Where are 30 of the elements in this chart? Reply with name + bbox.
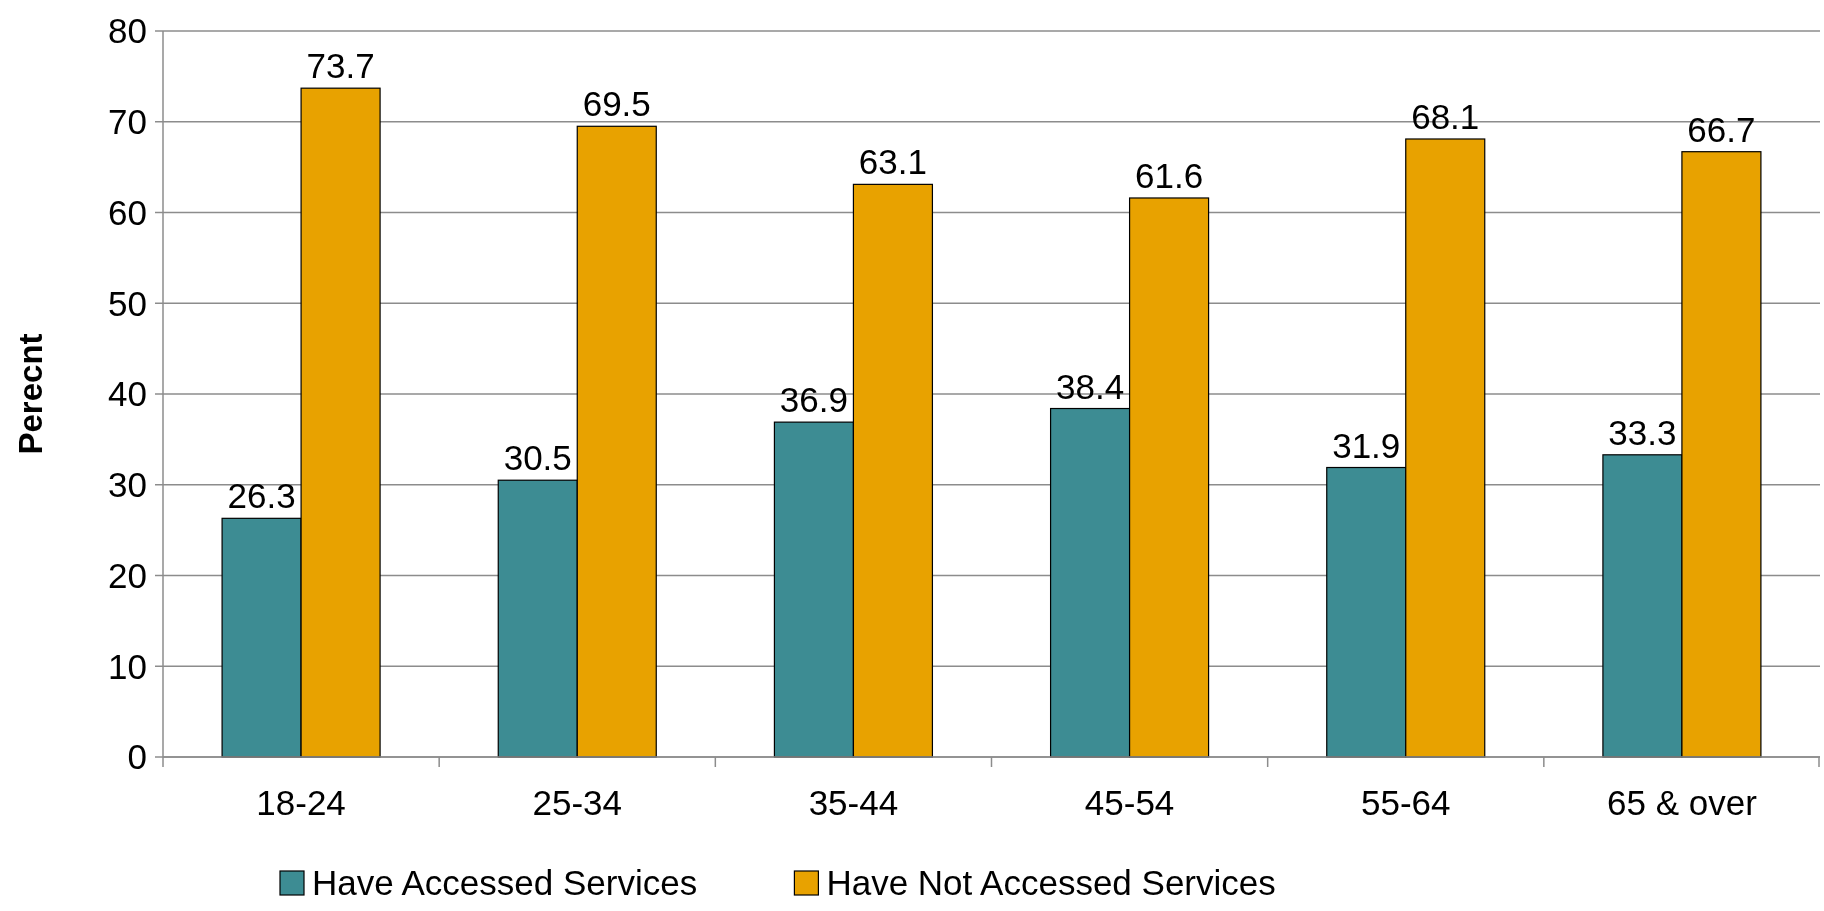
y-tick-label: 20 <box>108 555 147 595</box>
x-tick-label: 65 & over <box>1607 783 1758 822</box>
data-label: 63.1 <box>858 142 927 182</box>
data-label: 33.3 <box>1608 412 1677 452</box>
y-tick-label: 60 <box>108 192 147 232</box>
legend-label: Have Not Accessed Services <box>826 863 1276 902</box>
legend-label: Have Accessed Services <box>312 863 698 902</box>
y-tick-label: 10 <box>108 646 147 686</box>
y-tick-label: 40 <box>108 374 147 414</box>
y-tick-label: 50 <box>108 283 147 323</box>
data-label: 38.4 <box>1056 366 1125 406</box>
x-tick-label: 18-24 <box>256 783 346 822</box>
x-tick-label: 35-44 <box>808 783 899 822</box>
data-label: 31.9 <box>1332 425 1401 465</box>
data-label: 61.6 <box>1135 155 1204 195</box>
data-label: 66.7 <box>1687 109 1756 149</box>
x-tick-label: 45-54 <box>1084 783 1175 822</box>
x-tick-label: 25-34 <box>532 783 623 822</box>
y-tick-label: 30 <box>108 465 147 504</box>
data-label: 69.5 <box>582 84 651 124</box>
y-tick-label: 70 <box>108 102 147 141</box>
data-label: 68.1 <box>1411 96 1480 136</box>
data-label: 30.5 <box>503 438 572 478</box>
data-label: 26.3 <box>227 476 296 516</box>
y-tick-label: 0 <box>127 737 147 777</box>
x-tick-label: 55-64 <box>1360 783 1451 822</box>
y-tick-label: 80 <box>108 11 147 51</box>
data-label: 36.9 <box>779 380 848 420</box>
y-axis-title: Perecnt <box>12 333 49 455</box>
data-label: 73.7 <box>306 46 375 86</box>
